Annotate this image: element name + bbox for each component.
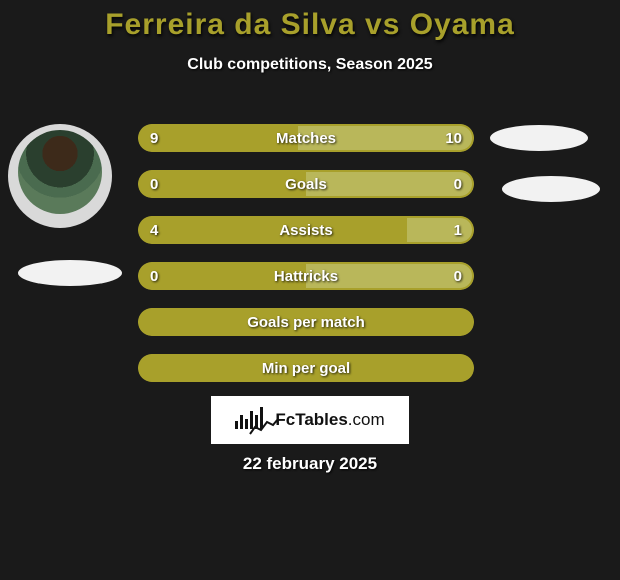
stat-row: 41Assists <box>138 216 474 244</box>
stat-row: Min per goal <box>138 354 474 382</box>
stat-row: 00Goals <box>138 170 474 198</box>
player-left-shadow <box>18 260 122 286</box>
stat-label: Goals <box>138 170 474 198</box>
logo-suffix: .com <box>348 410 385 429</box>
stats-panel: 910Matches 00Goals 41Assists 00Hattricks Goa… <box>138 124 474 400</box>
player-right-shadow-1 <box>490 125 588 151</box>
stat-row: Goals per match <box>138 308 474 336</box>
stat-label: Matches <box>138 124 474 152</box>
stat-label: Min per goal <box>138 354 474 382</box>
date-label: 22 february 2025 <box>0 454 620 474</box>
comparison-card: Ferreira da Silva vs Oyama Club competit… <box>0 0 620 580</box>
logo-brand: FcTables <box>275 410 347 429</box>
player-right-shadow-2 <box>502 176 600 202</box>
stat-row: 00Hattricks <box>138 262 474 290</box>
subtitle: Club competitions, Season 2025 <box>0 56 620 74</box>
logo-text: FcTables.com <box>275 410 384 430</box>
stat-label: Hattricks <box>138 262 474 290</box>
logo-line-icon <box>249 417 279 437</box>
stat-row: 910Matches <box>138 124 474 152</box>
player-left-avatar <box>8 124 112 228</box>
stat-label: Assists <box>138 216 474 244</box>
logo-box: FcTables.com <box>211 396 409 444</box>
stat-label: Goals per match <box>138 308 474 336</box>
page-title: Ferreira da Silva vs Oyama <box>0 0 620 42</box>
